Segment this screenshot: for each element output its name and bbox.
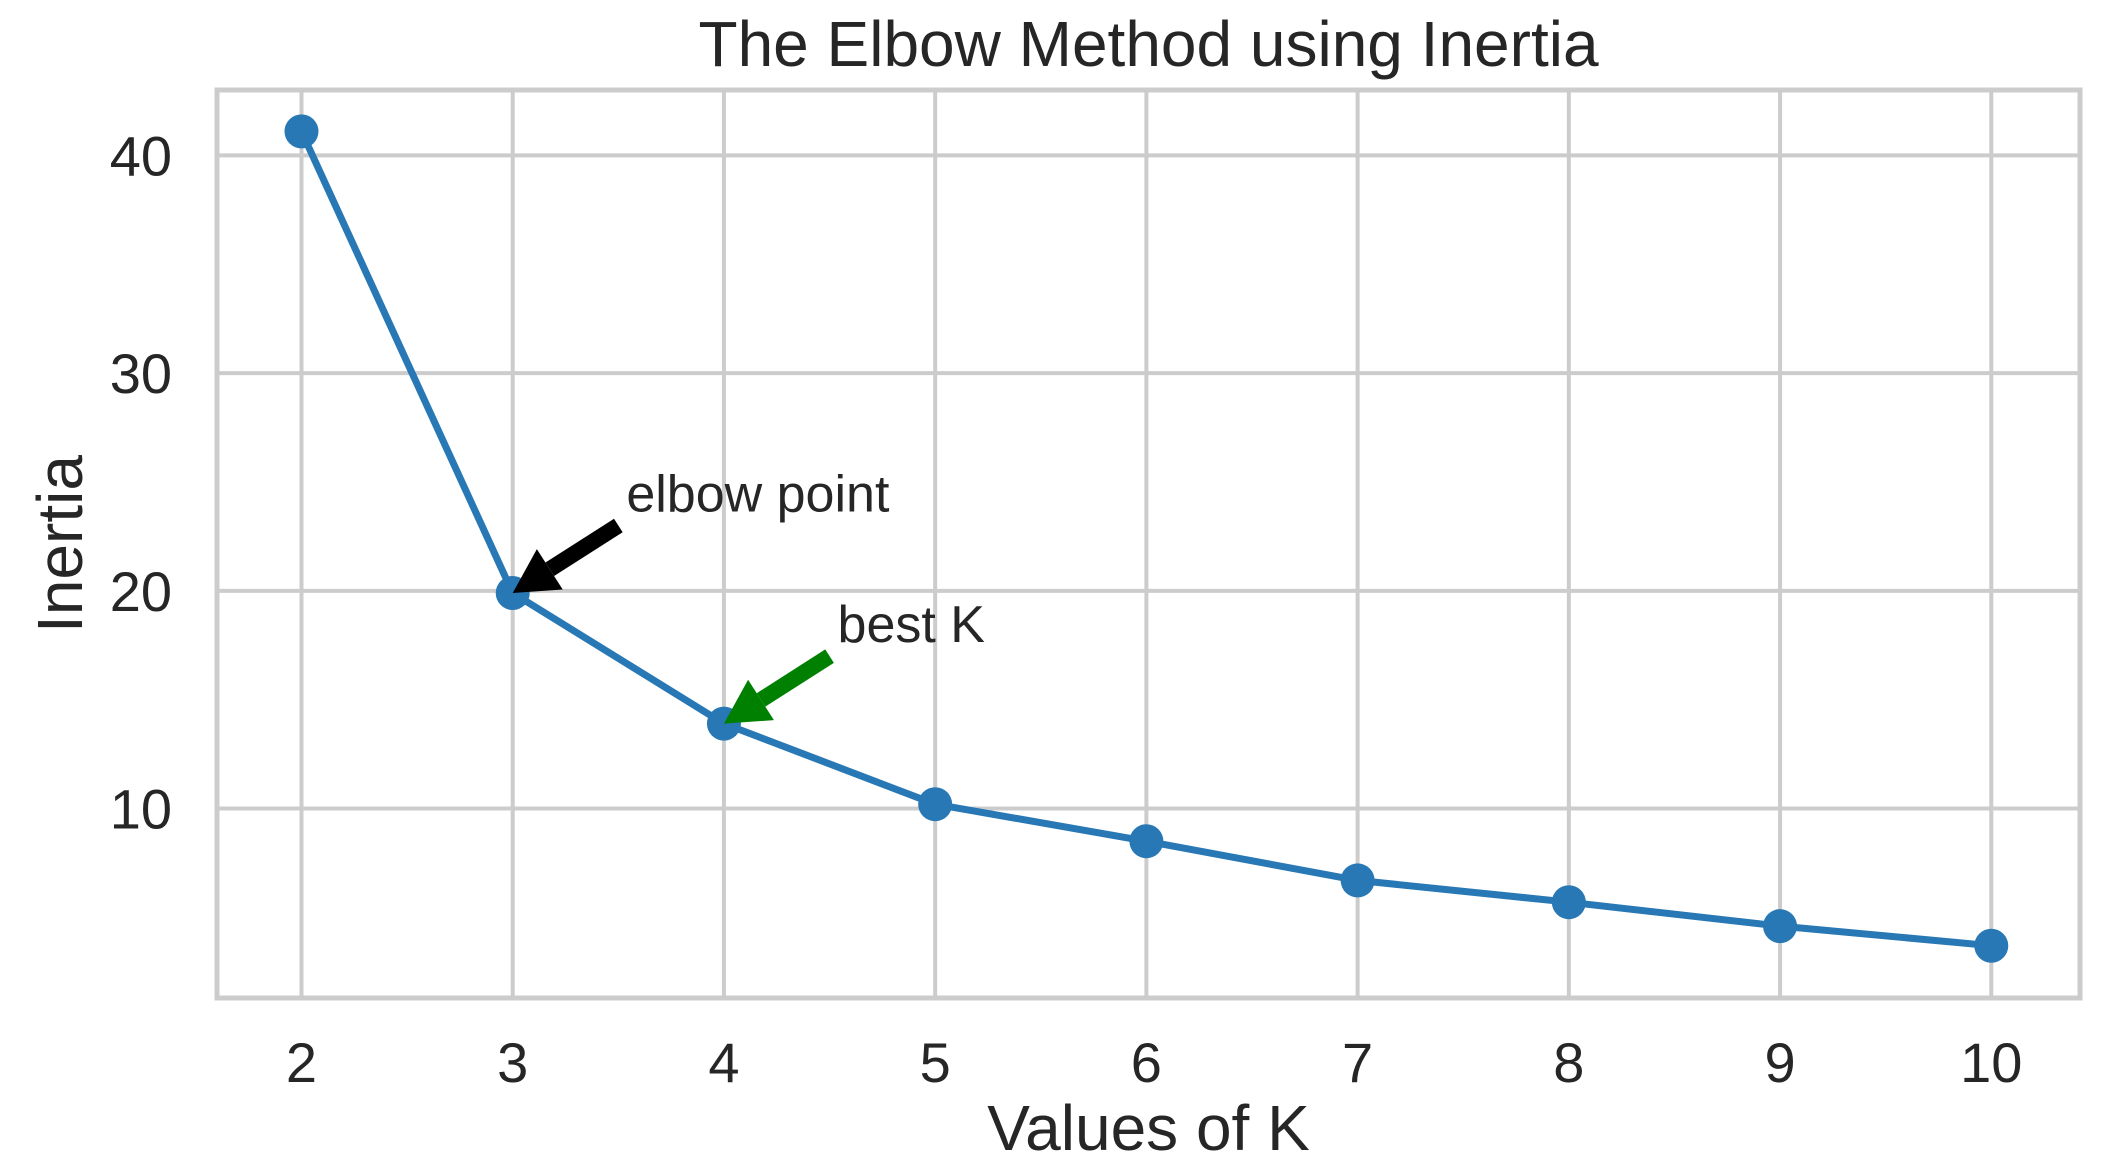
data-point	[1763, 909, 1798, 944]
data-point	[1340, 863, 1375, 898]
x-tick-label: 7	[1342, 1031, 1373, 1094]
chart-title: The Elbow Method using Inertia	[698, 8, 1598, 80]
x-tick-label: 3	[497, 1031, 528, 1094]
annotations: elbow point best K	[512, 465, 986, 724]
data-point	[1974, 928, 2009, 963]
x-tick-label: 6	[1131, 1031, 1162, 1094]
y-tick-label: 10	[110, 778, 172, 841]
x-tick-label: 4	[708, 1031, 739, 1094]
x-tick-label: 10	[1960, 1031, 2022, 1094]
annotation-label: best K	[838, 596, 986, 654]
x-tick-label: 5	[920, 1031, 951, 1094]
y-tick-label: 30	[110, 342, 172, 405]
y-tick-label: 20	[110, 560, 172, 623]
x-tick-label: 8	[1553, 1031, 1584, 1094]
annotation-arrow-head	[512, 549, 563, 593]
y-axis-label: Inertia	[24, 455, 96, 633]
x-tick-label: 2	[286, 1031, 317, 1094]
annotation-label: elbow point	[626, 465, 890, 523]
y-tick-label: 40	[110, 124, 172, 187]
plot-frame	[214, 87, 2083, 1001]
x-tick-label: 9	[1764, 1031, 1795, 1094]
annotation-arrow-shaft	[545, 518, 623, 577]
x-axis-label: Values of K	[987, 1092, 1310, 1164]
data-point	[1129, 824, 1164, 859]
data-point	[1551, 885, 1586, 920]
tick-labels: 2 3 4 5 6 7 8 9 10 10 20 30 40	[110, 124, 2023, 1094]
annotation-arrow-head	[723, 679, 774, 724]
grid	[217, 90, 2080, 998]
data-point	[918, 787, 953, 822]
data-point	[284, 114, 319, 149]
annotation-arrow-shaft	[756, 649, 834, 707]
